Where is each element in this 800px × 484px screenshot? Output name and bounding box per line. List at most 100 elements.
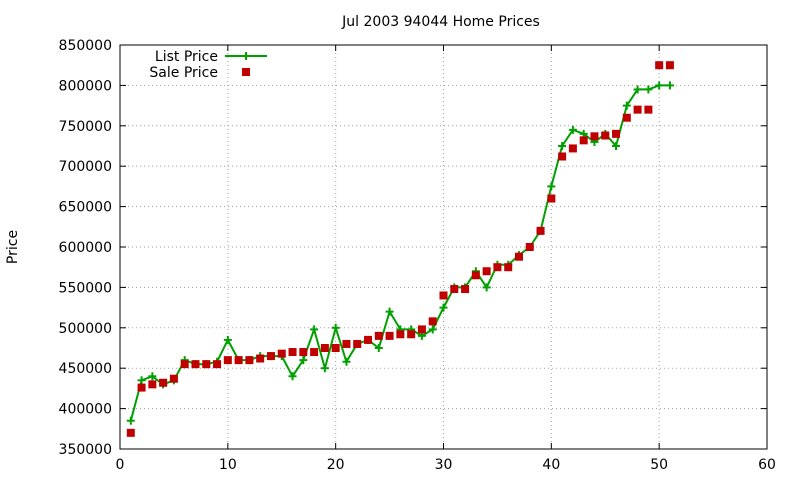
data-point — [558, 152, 567, 161]
data-point — [277, 349, 286, 358]
data-point — [299, 356, 308, 365]
data-point — [288, 372, 297, 381]
data-point — [126, 428, 135, 437]
data-point — [579, 136, 588, 145]
data-point — [655, 61, 664, 70]
data-point — [320, 344, 329, 352]
data-point — [148, 380, 157, 389]
series-2 — [126, 61, 674, 437]
data-point — [299, 348, 308, 357]
data-point — [471, 271, 480, 280]
legend-entry: List Price — [155, 49, 267, 65]
data-point — [396, 330, 405, 339]
data-point — [633, 105, 642, 114]
data-point — [514, 252, 523, 261]
data-point — [137, 376, 146, 385]
data-point — [644, 85, 653, 94]
data-point — [256, 354, 265, 363]
data-point — [644, 105, 653, 114]
y-tick-label: 700000 — [59, 159, 112, 175]
legend-entry: Sale Price — [149, 65, 250, 81]
y-tick-label: 600000 — [59, 240, 112, 256]
data-point — [126, 416, 135, 425]
data-point — [320, 364, 329, 373]
x-tick-label: 20 — [327, 457, 345, 473]
data-point — [590, 132, 599, 141]
data-point — [331, 344, 340, 352]
data-point — [180, 360, 189, 369]
data-point — [159, 378, 168, 387]
y-tick-label: 750000 — [59, 119, 112, 135]
y-tick-label: 650000 — [59, 200, 112, 216]
data-point — [331, 323, 340, 332]
data-point — [493, 263, 502, 272]
x-tick-label: 60 — [758, 457, 776, 473]
data-point — [439, 303, 448, 312]
data-point — [342, 357, 351, 366]
y-tick-label: 800000 — [59, 78, 112, 94]
data-point — [266, 352, 275, 361]
data-point — [428, 317, 437, 326]
y-axis-label: Price — [5, 230, 21, 264]
data-point — [461, 285, 470, 294]
data-point — [223, 335, 232, 344]
data-point — [504, 263, 513, 272]
data-point — [148, 372, 157, 381]
data-point — [536, 226, 545, 235]
data-point — [234, 356, 243, 365]
data-point — [547, 194, 556, 203]
data-point — [137, 383, 146, 392]
data-point — [633, 85, 642, 94]
data-point — [558, 142, 567, 150]
data-point — [407, 330, 416, 339]
data-point — [191, 360, 200, 369]
y-tick-label: 350000 — [59, 442, 112, 458]
data-point — [417, 325, 426, 334]
data-point — [568, 144, 577, 153]
data-point — [310, 348, 319, 357]
data-point — [601, 131, 610, 140]
data-point — [288, 348, 297, 357]
x-tick-label: 10 — [219, 457, 237, 473]
data-point — [202, 360, 211, 369]
data-point — [245, 356, 254, 365]
series-layer — [126, 61, 674, 437]
legend-marker — [242, 52, 250, 60]
legend-label: Sale Price — [149, 65, 218, 81]
data-point — [622, 113, 631, 122]
x-tick-label: 50 — [650, 457, 668, 473]
series-1 — [126, 81, 674, 425]
data-point — [385, 331, 394, 340]
data-point — [612, 129, 621, 138]
data-point — [342, 339, 351, 348]
legend-marker — [242, 68, 250, 76]
data-point — [482, 283, 491, 292]
data-point — [612, 142, 621, 150]
y-tick-label: 450000 — [59, 361, 112, 377]
grid — [120, 45, 767, 449]
x-tick-label: 0 — [116, 457, 125, 473]
data-point — [374, 344, 383, 352]
x-tick-label: 30 — [435, 457, 453, 473]
data-point — [169, 374, 178, 383]
data-point — [525, 243, 534, 251]
chart-title: Jul 2003 94044 Home Prices — [341, 14, 540, 30]
data-point — [310, 325, 319, 334]
series-line — [129, 84, 670, 421]
data-point — [213, 360, 222, 369]
data-point — [428, 325, 437, 334]
data-point — [353, 339, 362, 348]
data-point — [450, 285, 459, 294]
data-point — [655, 81, 664, 90]
data-point — [374, 331, 383, 340]
data-point — [223, 356, 232, 365]
data-point — [439, 291, 448, 300]
y-tick-label: 550000 — [59, 280, 112, 296]
data-point — [665, 61, 674, 70]
data-point — [385, 307, 394, 316]
legend-label: List Price — [155, 49, 218, 65]
data-point — [622, 101, 631, 110]
